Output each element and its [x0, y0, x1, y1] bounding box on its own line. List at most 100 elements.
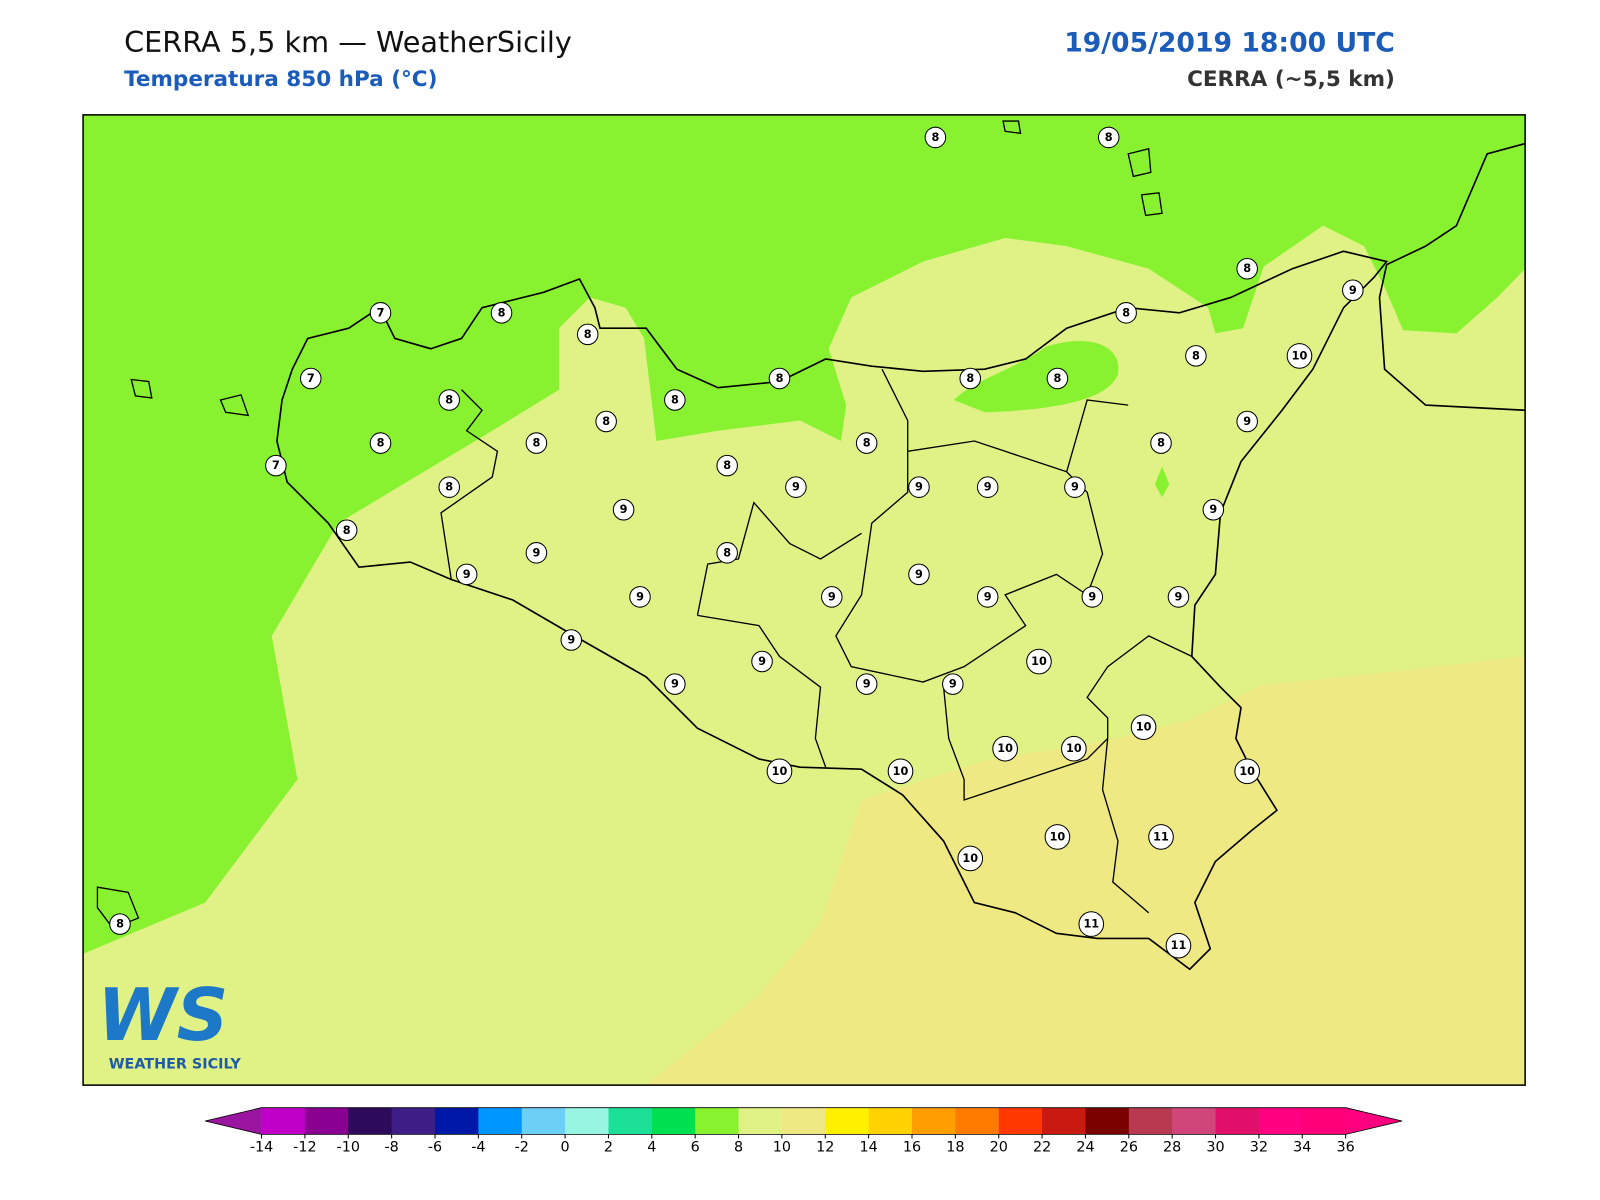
province-border [440, 368, 1193, 914]
station-marker [369, 432, 392, 454]
station-marker [629, 586, 651, 608]
colorbar-tick-label: 8 [734, 1140, 743, 1156]
station: 9 [560, 629, 583, 651]
station-marker [1236, 410, 1258, 433]
station: 8 [1236, 257, 1258, 280]
station-marker [855, 432, 878, 454]
station-marker [908, 476, 930, 498]
colorbar-tick-label: -14 [250, 1140, 273, 1156]
station: 8 [716, 542, 738, 564]
station-marker [612, 498, 635, 521]
colorbar-tick-label: 32 [1250, 1140, 1268, 1156]
station-marker [716, 454, 738, 477]
colorbar-under [205, 1107, 262, 1135]
station-marker [1150, 432, 1172, 454]
station-value: 9 [792, 481, 800, 494]
station-value: 9 [984, 481, 992, 494]
station-value: 7 [307, 372, 315, 385]
colorbar-segment [565, 1107, 609, 1135]
station: 8 [438, 476, 460, 498]
station-value: 9 [532, 546, 540, 559]
station: 10 [887, 758, 914, 785]
station: 7 [265, 454, 287, 477]
logo-mark: WS [97, 973, 228, 1057]
coastline [276, 250, 1389, 971]
station-marker [1026, 648, 1052, 675]
station-marker [785, 476, 807, 498]
station-value: 8 [966, 372, 974, 385]
station: 9 [821, 586, 843, 608]
station-value: 8 [863, 437, 871, 450]
station-layer: 8 8 8 9 7 8 8 8 7 8 8 8 8 8 8 10 8 8 8 8 8 9 7 8 8 9 9 9 9 9 9 8 9 8 9 9 9 9 9… [109, 126, 1364, 959]
station: 9 [629, 586, 651, 608]
station-marker [908, 563, 930, 586]
logo-text: WEATHER SICILY [109, 1057, 242, 1073]
station: 9 [976, 586, 999, 608]
colorbar-over [1345, 1107, 1403, 1135]
station-value: 8 [723, 546, 731, 559]
station-value: 8 [116, 918, 124, 931]
station-marker [887, 758, 914, 785]
station-value: 9 [567, 634, 575, 647]
station-marker [1148, 824, 1174, 850]
station: 11 [1078, 911, 1105, 937]
station-marker [1165, 932, 1192, 959]
title: CERRA 5,5 km — WeatherSicily [124, 25, 572, 59]
colorbar-segment [868, 1107, 913, 1135]
colorbar-tick-label: 10 [773, 1140, 791, 1156]
station-value: 9 [984, 590, 992, 603]
colorbar-segment [608, 1107, 653, 1135]
station-marker [716, 542, 738, 564]
field-green [953, 340, 1119, 413]
colorbar-tick-label: -2 [515, 1140, 529, 1156]
station-value: 9 [915, 481, 923, 494]
station-value: 7 [272, 459, 280, 472]
station-marker [1046, 367, 1069, 390]
colorbar-tick-label: 6 [691, 1140, 700, 1156]
station-marker [1342, 279, 1364, 302]
station-marker [490, 302, 513, 324]
station-value: 11 [1153, 830, 1169, 843]
station-marker [1097, 126, 1120, 149]
colorbar-tick-label: 14 [860, 1140, 878, 1156]
colorbar-tick-label: 24 [1076, 1140, 1094, 1156]
station: 9 [1236, 410, 1258, 433]
station-marker [1236, 257, 1258, 280]
station-value: 10 [1066, 742, 1082, 755]
station-value: 8 [723, 459, 731, 472]
station: 9 [664, 673, 686, 695]
station: 10 [1061, 735, 1087, 762]
station-value: 10 [1031, 655, 1047, 668]
coastline-calabria [1378, 142, 1526, 412]
colorbar-tick-label: 28 [1163, 1140, 1181, 1156]
station-marker [1286, 343, 1313, 369]
station-marker [109, 913, 131, 935]
station-value: 9 [671, 678, 679, 691]
station-marker [976, 476, 999, 498]
station-marker [1202, 498, 1225, 521]
station-marker [766, 758, 793, 785]
station-value: 9 [1243, 415, 1251, 428]
station: 9 [908, 476, 930, 498]
colorbar-tick-label: 2 [604, 1140, 613, 1156]
station-value: 8 [1054, 372, 1062, 385]
colorbar-segment [521, 1107, 566, 1135]
station-value: 8 [776, 372, 784, 385]
station: 10 [1130, 714, 1157, 740]
station-marker [1061, 735, 1087, 762]
colorbar-segment [1215, 1107, 1260, 1135]
station: 8 [1150, 432, 1172, 454]
station-marker [942, 673, 964, 695]
station: 8 [855, 432, 878, 454]
station: 8 [595, 410, 617, 433]
station: 11 [1165, 932, 1192, 959]
model: CERRA (~5,5 km) [1187, 67, 1395, 92]
station: 8 [490, 302, 513, 324]
station-value: 8 [532, 437, 540, 450]
colorbar-tick-label: 16 [903, 1140, 921, 1156]
colorbar-tick-label: 12 [816, 1140, 834, 1156]
station: 9 [908, 563, 930, 586]
station-value: 9 [828, 590, 836, 603]
station-marker [560, 629, 583, 651]
station-value: 9 [863, 678, 871, 691]
